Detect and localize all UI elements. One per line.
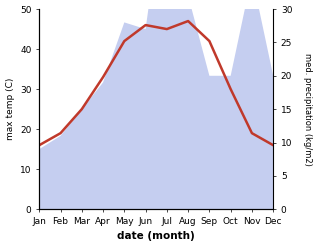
Y-axis label: med. precipitation (kg/m2): med. precipitation (kg/m2) bbox=[303, 53, 313, 165]
Y-axis label: max temp (C): max temp (C) bbox=[5, 78, 15, 140]
X-axis label: date (month): date (month) bbox=[117, 231, 195, 242]
